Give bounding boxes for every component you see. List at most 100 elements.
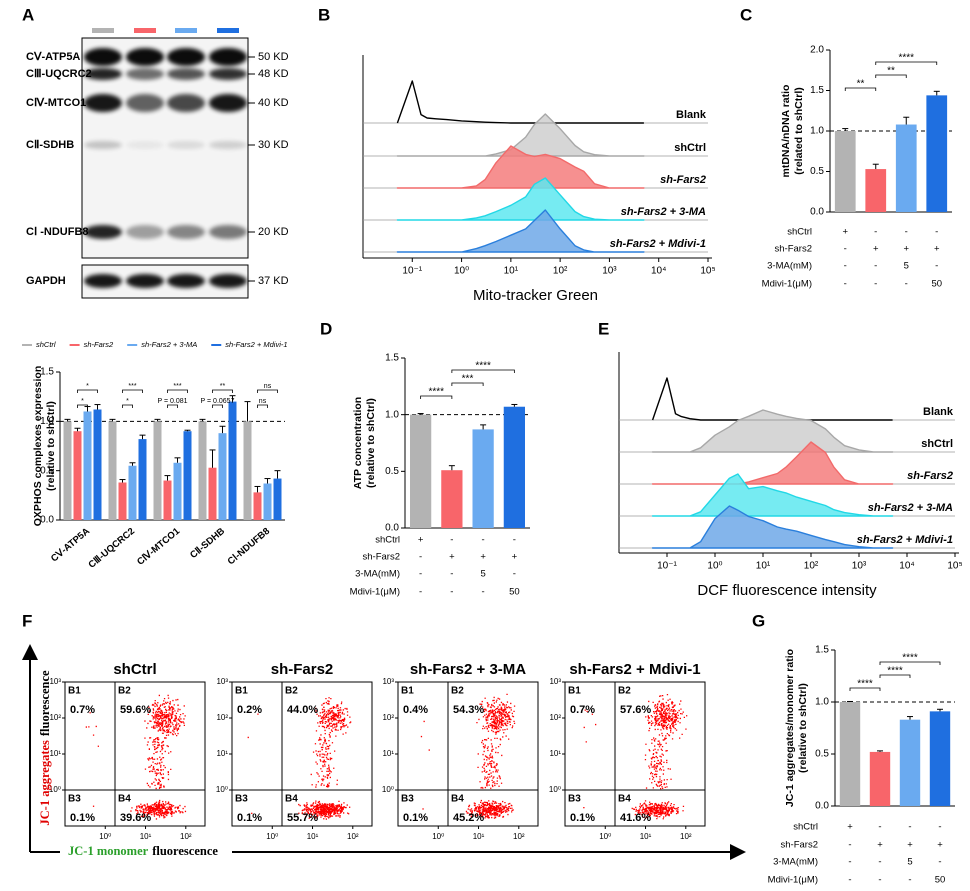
condition-cell: - <box>450 569 453 580</box>
condition-label: sh-Fars2 <box>781 840 818 851</box>
quadrant-name: B3 <box>68 794 81 805</box>
dot-cloud <box>130 799 187 820</box>
error-bar <box>274 470 281 479</box>
error-bar <box>219 425 226 434</box>
histogram <box>651 409 894 453</box>
band <box>84 68 122 80</box>
condition-label: shCtrl <box>793 822 818 833</box>
band <box>126 141 164 149</box>
condition-label: Mdivi-1(μM) <box>762 279 812 290</box>
significance-bracket <box>849 687 881 691</box>
significance-bracket <box>875 61 938 65</box>
error-bar <box>933 90 940 96</box>
plot-frame <box>564 681 706 827</box>
band <box>126 68 164 80</box>
condition-cell: - <box>874 279 877 290</box>
bar <box>128 465 137 520</box>
y-tick-label: 10⁰ <box>382 785 394 794</box>
band-size: 20 KD <box>258 226 289 238</box>
condition-cell: 50 <box>935 875 946 886</box>
band <box>84 94 122 112</box>
band <box>126 94 164 112</box>
bar <box>83 411 92 520</box>
x-tick-label: 10² <box>347 832 359 841</box>
quadrant-name: B1 <box>68 686 81 697</box>
bar <box>899 719 921 806</box>
quadrant-name: B4 <box>285 794 298 805</box>
band <box>209 141 247 149</box>
panel-label: A <box>22 5 34 24</box>
error-bar <box>907 716 913 720</box>
bar <box>410 414 432 528</box>
histogram <box>396 80 644 124</box>
bar <box>839 702 861 806</box>
significance-label: ns <box>259 398 267 405</box>
y-tick-label: 0.0 <box>815 801 829 812</box>
x-axis-label: DCF fluorescence intensity <box>697 582 877 599</box>
y-tick-label: 1.0 <box>815 697 829 708</box>
error-bar <box>229 395 236 402</box>
condition-cell: - <box>935 261 938 272</box>
legend-label: sh-Fars2 + 3-MA <box>141 340 197 349</box>
quadrant-value: 0.1% <box>70 812 95 824</box>
condition-cell: - <box>908 822 911 833</box>
histogram <box>651 505 894 549</box>
quadrant-value: 0.4% <box>403 704 428 716</box>
histogram <box>396 113 645 157</box>
quadrant-value: 0.7% <box>70 704 95 716</box>
condition-cell: + <box>512 552 518 563</box>
error-bar <box>154 418 161 422</box>
significance-bracket <box>77 389 98 393</box>
x-tick-label: 10² <box>180 832 192 841</box>
dot-cloud <box>631 800 685 820</box>
x-tick-label: 10⁻¹ <box>402 266 422 277</box>
condition-cell: - <box>878 875 881 886</box>
quadrant-name: B1 <box>235 686 248 697</box>
significance-label: ** <box>887 66 895 77</box>
y-axis-label: ATP concentration <box>352 397 364 489</box>
band-label: GAPDH <box>26 275 66 287</box>
x-tick-label: 10¹ <box>756 561 771 572</box>
quadrant-name: B2 <box>285 686 298 697</box>
quadrant-name: B3 <box>235 794 248 805</box>
y-tick-label: 0.0 <box>385 523 399 534</box>
condition-cell: 50 <box>931 279 942 290</box>
y-tick-label: 1.5 <box>815 645 829 656</box>
lane-marker <box>134 28 156 33</box>
condition-label: 3-MA(mM) <box>773 857 818 868</box>
y-axis-label-part: fluorescence <box>38 670 52 736</box>
x-tick-label: 10³ <box>852 561 867 572</box>
condition-cell: + <box>934 244 940 255</box>
condition-cell: - <box>513 569 516 580</box>
band-size: 48 KD <box>258 68 289 80</box>
condition-cell: + <box>449 552 455 563</box>
bar <box>163 480 172 520</box>
quadrant-value: 41.6% <box>620 812 651 824</box>
condition-cell: - <box>938 857 941 868</box>
x-tick-label: 10⁴ <box>899 561 914 572</box>
quadrant-value: 39.6% <box>120 812 151 824</box>
band <box>126 225 164 239</box>
x-tick-label: 10⁵ <box>700 266 715 277</box>
x-tick-label: 10¹ <box>140 832 152 841</box>
condition-cell: - <box>848 875 851 886</box>
x-tick-label: 10³ <box>602 266 617 277</box>
error-bar <box>109 418 116 422</box>
quadrant-name: B1 <box>568 686 581 697</box>
y-axis-label: (relative to shCtrl) <box>365 398 377 488</box>
panel-label: C <box>740 5 752 24</box>
condition-cell: 5 <box>480 569 485 580</box>
bar <box>208 467 217 520</box>
condition-cell: + <box>903 244 909 255</box>
bar <box>108 421 117 520</box>
quadrant-value: 0.1% <box>237 812 262 824</box>
error-bar <box>448 465 455 471</box>
significance-bracket <box>77 404 88 408</box>
x-tick-label: 10⁴ <box>651 266 666 277</box>
quadrant-value: 55.7% <box>287 812 318 824</box>
y-tick-label: 10¹ <box>382 749 394 758</box>
x-tick-label: 10⁵ <box>947 561 962 572</box>
condition-cell: - <box>482 587 485 598</box>
x-tick-label: 10⁰ <box>432 832 444 841</box>
significance-label: **** <box>898 53 914 64</box>
